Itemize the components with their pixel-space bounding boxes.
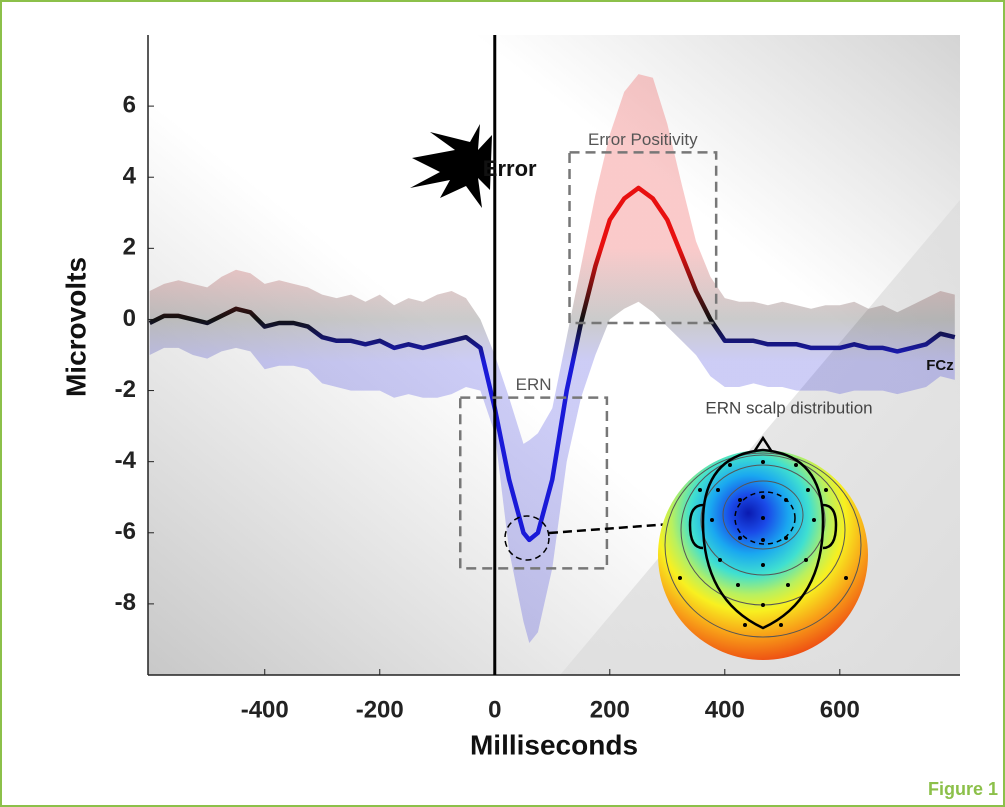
y-tick-label: -4 [115, 447, 137, 474]
y-tick-label: 6 [123, 91, 136, 118]
channel-label: FCz [926, 357, 954, 374]
ern-highlight [504, 515, 550, 561]
waveform [148, 185, 956, 543]
y-tick-label: 4 [123, 163, 137, 190]
plot-area: -8 -6 -4 -2 0 2 4 6 -400 -200 0 200 400 600 Error Posi… [115, 35, 960, 723]
error-band [149, 74, 955, 644]
x-tick-label: 200 [590, 696, 630, 723]
error-burst [410, 124, 492, 208]
region-label: ERN [516, 375, 552, 394]
figure-label: Figure 1 [928, 779, 998, 799]
region-box [568, 151, 718, 325]
y-tick-label: -6 [115, 518, 136, 545]
y-tick-label: 2 [123, 234, 136, 261]
y-tick-label: 0 [123, 305, 136, 332]
event-label: Error [483, 156, 537, 181]
y-tick-label: -2 [115, 376, 136, 403]
region-label: Error Positivity [588, 130, 698, 149]
x-tick-label: 400 [705, 696, 745, 723]
x-tick-label: -200 [356, 696, 404, 723]
y-axis-label: Microvolts [60, 257, 91, 397]
region-box [459, 396, 609, 570]
x-axis-label: Milliseconds [470, 729, 638, 760]
x-tick-label: -400 [241, 696, 289, 723]
scalp-map [658, 435, 868, 660]
x-tick-label: 0 [488, 696, 501, 723]
topography-label: ERN scalp distribution [705, 398, 872, 417]
x-tick-label: 600 [820, 696, 860, 723]
y-tick-label: -8 [115, 589, 136, 616]
